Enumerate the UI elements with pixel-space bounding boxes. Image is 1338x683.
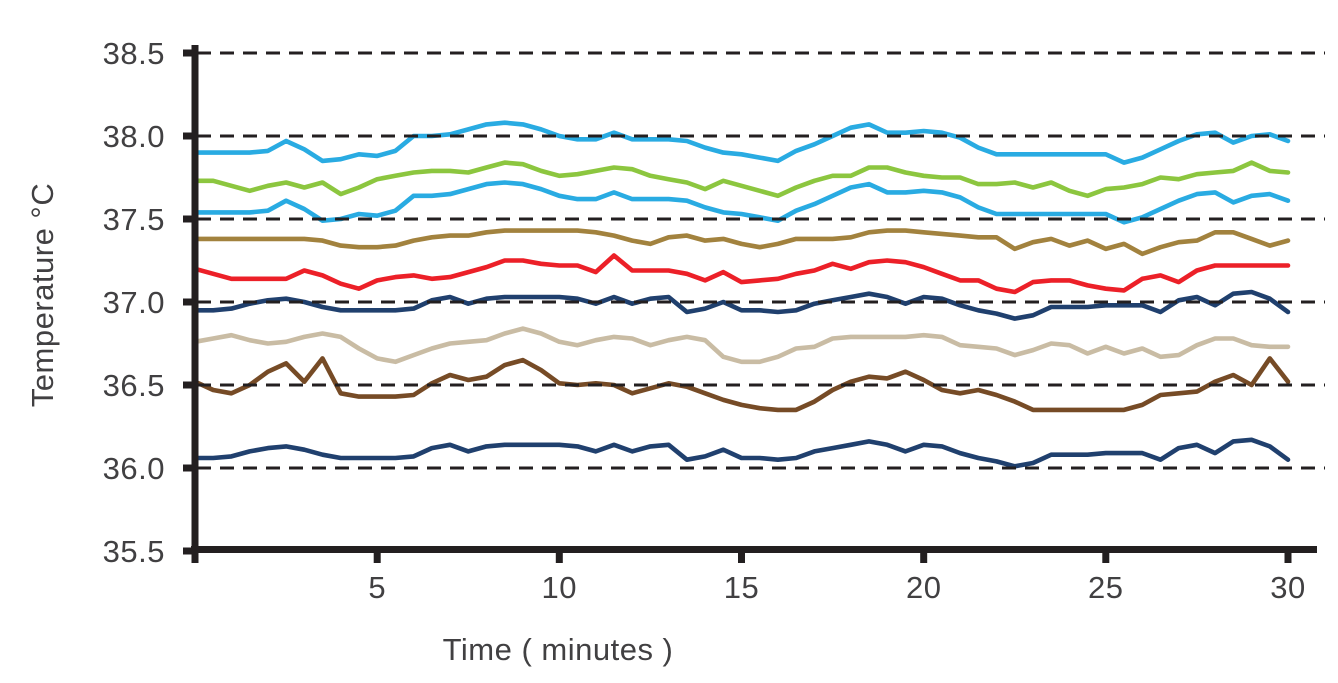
x-tick bbox=[920, 553, 928, 563]
series-line-cyan-lower bbox=[192, 180, 1291, 225]
y-tick bbox=[183, 215, 195, 223]
x-tick-label: 15 bbox=[724, 570, 759, 605]
y-tick-label: 36.0 bbox=[103, 451, 165, 486]
y-tick bbox=[183, 547, 195, 555]
series-line-dark-brown bbox=[192, 356, 1291, 413]
x-tick-label: 30 bbox=[1270, 570, 1305, 605]
x-tick bbox=[1102, 553, 1110, 563]
series-line-cyan-upper bbox=[192, 120, 1291, 165]
x-tick bbox=[373, 553, 381, 563]
y-tick bbox=[183, 49, 195, 57]
y-tick bbox=[183, 464, 195, 472]
y-tick bbox=[183, 298, 195, 306]
series-line-beige bbox=[192, 326, 1291, 365]
x-tick-label: 25 bbox=[1088, 570, 1123, 605]
y-tick-label: 38.5 bbox=[103, 36, 165, 71]
series-line-navy-lower bbox=[192, 437, 1291, 469]
series-line-navy-upper bbox=[192, 289, 1291, 321]
x-tick-label: 10 bbox=[542, 570, 577, 605]
x-tick bbox=[1284, 553, 1292, 563]
y-tick-label: 35.5 bbox=[103, 534, 165, 569]
series-line-red bbox=[192, 253, 1291, 295]
series-line-green bbox=[192, 160, 1291, 199]
y-axis-title: Temperature °C bbox=[25, 182, 60, 408]
y-tick bbox=[183, 132, 195, 140]
y-tick-label: 38.0 bbox=[103, 119, 165, 154]
x-tick-label: 20 bbox=[906, 570, 941, 605]
x-tick-label: 5 bbox=[368, 570, 386, 605]
x-tick bbox=[555, 553, 563, 563]
y-tick-label: 36.5 bbox=[103, 368, 165, 403]
series-line-gold-tan bbox=[192, 228, 1291, 257]
y-tick-label: 37.0 bbox=[103, 285, 165, 320]
y-tick bbox=[183, 381, 195, 389]
x-axis-spine bbox=[191, 546, 1317, 553]
x-tick bbox=[738, 553, 745, 563]
x-axis-title: Time ( minutes ) bbox=[442, 632, 674, 667]
x-tick bbox=[191, 553, 199, 563]
y-tick-label: 37.5 bbox=[103, 202, 165, 237]
